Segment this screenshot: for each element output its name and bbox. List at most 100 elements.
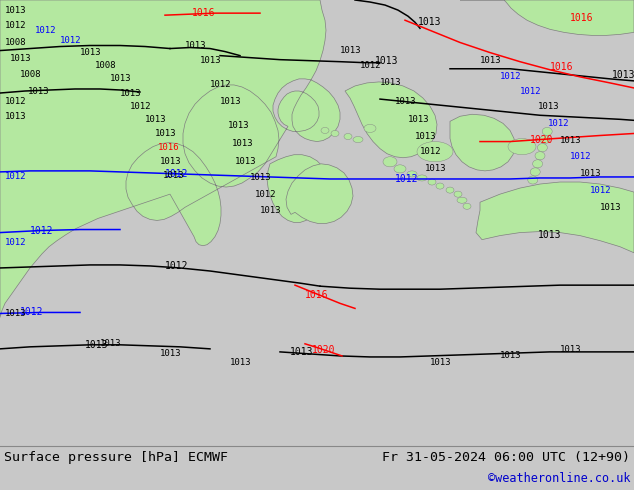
Text: 1013: 1013 (220, 97, 242, 106)
Text: 1013: 1013 (160, 349, 181, 358)
Text: 1013: 1013 (80, 48, 101, 57)
Text: 1013: 1013 (185, 41, 207, 50)
Ellipse shape (540, 136, 550, 144)
Ellipse shape (321, 127, 329, 133)
Text: 1016: 1016 (305, 290, 328, 300)
Text: 1013: 1013 (408, 115, 429, 124)
Ellipse shape (394, 165, 406, 173)
Polygon shape (267, 155, 329, 222)
Ellipse shape (353, 137, 363, 143)
Ellipse shape (364, 124, 376, 132)
Text: 1012: 1012 (395, 174, 418, 184)
Text: 1013: 1013 (418, 17, 441, 27)
Text: 1013: 1013 (538, 230, 562, 240)
Text: 1013: 1013 (375, 56, 399, 66)
Text: 1016: 1016 (570, 13, 593, 23)
Text: 1013: 1013 (480, 56, 501, 65)
Text: 1020: 1020 (312, 345, 335, 355)
Text: 1013: 1013 (5, 309, 27, 318)
Text: 1013: 1013 (500, 351, 522, 361)
Text: 1012: 1012 (5, 172, 27, 181)
Text: 1012: 1012 (210, 80, 231, 90)
Text: 1012: 1012 (500, 73, 522, 81)
Ellipse shape (407, 171, 417, 177)
Text: 1013: 1013 (155, 129, 176, 138)
Text: 1012: 1012 (20, 307, 44, 318)
Text: Surface pressure [hPa] ECMWF: Surface pressure [hPa] ECMWF (4, 451, 228, 465)
Text: 1013: 1013 (290, 347, 313, 357)
Text: 1013: 1013 (163, 172, 184, 180)
Text: 1012: 1012 (255, 190, 276, 198)
Ellipse shape (542, 127, 552, 136)
Ellipse shape (533, 160, 543, 168)
Polygon shape (460, 0, 634, 35)
Text: 1013: 1013 (110, 74, 131, 83)
Text: 1016: 1016 (550, 62, 574, 72)
Text: 1013: 1013 (560, 136, 581, 145)
Text: 1013: 1013 (10, 54, 32, 63)
Text: 1013: 1013 (232, 139, 254, 148)
Text: 1012: 1012 (5, 21, 27, 30)
Text: 1013: 1013 (120, 89, 141, 98)
Ellipse shape (535, 152, 545, 160)
Text: 1012: 1012 (165, 169, 188, 179)
Text: 1013: 1013 (415, 132, 436, 141)
Ellipse shape (436, 183, 444, 189)
Text: 1013: 1013 (538, 101, 559, 111)
Text: 1013: 1013 (425, 164, 446, 173)
Polygon shape (450, 114, 515, 171)
Text: 1013: 1013 (380, 78, 401, 87)
Text: 1012: 1012 (570, 152, 592, 161)
Text: 1013: 1013 (5, 112, 27, 121)
Text: 1016: 1016 (192, 8, 216, 18)
Text: 1013: 1013 (600, 203, 621, 212)
Text: 1012: 1012 (5, 97, 27, 106)
Ellipse shape (428, 179, 436, 185)
Ellipse shape (446, 187, 454, 193)
Text: 1012: 1012 (60, 36, 82, 45)
Text: 1012: 1012 (548, 119, 569, 128)
Text: Fr 31-05-2024 06:00 UTC (12+90): Fr 31-05-2024 06:00 UTC (12+90) (382, 451, 630, 465)
Polygon shape (286, 164, 353, 223)
Text: 1012: 1012 (520, 87, 541, 96)
Text: 1013: 1013 (230, 358, 252, 367)
Ellipse shape (463, 203, 471, 209)
Text: 1012: 1012 (420, 147, 441, 156)
Text: 1008: 1008 (20, 71, 41, 79)
Ellipse shape (527, 176, 538, 184)
Text: 1013: 1013 (228, 121, 250, 130)
Text: 1012: 1012 (590, 186, 612, 195)
Text: 1012: 1012 (360, 61, 382, 70)
Text: 1013: 1013 (85, 340, 108, 350)
Ellipse shape (508, 139, 536, 155)
Text: 1013: 1013 (395, 97, 417, 106)
Text: 1012: 1012 (165, 261, 188, 271)
Ellipse shape (383, 157, 397, 167)
Text: 1013: 1013 (560, 345, 581, 354)
Ellipse shape (454, 191, 462, 197)
Ellipse shape (457, 197, 467, 203)
Text: 1013: 1013 (580, 170, 602, 178)
Ellipse shape (417, 142, 453, 162)
Text: 1013: 1013 (100, 339, 122, 348)
Text: 1012: 1012 (30, 225, 53, 236)
Text: 1012: 1012 (130, 101, 152, 111)
Polygon shape (0, 0, 340, 318)
Text: 1013: 1013 (340, 46, 361, 55)
Text: 1013: 1013 (250, 173, 271, 182)
Text: 1013: 1013 (260, 206, 281, 215)
Text: 1008: 1008 (5, 38, 27, 47)
Text: 1008: 1008 (95, 61, 117, 70)
Text: 1013: 1013 (430, 358, 451, 367)
Ellipse shape (538, 144, 547, 152)
Text: 1013: 1013 (235, 157, 257, 166)
Text: 1012: 1012 (35, 26, 56, 35)
Text: 1012: 1012 (5, 238, 27, 247)
Text: ©weatheronline.co.uk: ©weatheronline.co.uk (488, 472, 630, 486)
Text: 1013: 1013 (200, 56, 221, 65)
Text: 1013: 1013 (28, 87, 49, 96)
Text: 1020: 1020 (530, 135, 553, 145)
Text: 1013: 1013 (5, 5, 27, 15)
Ellipse shape (331, 130, 339, 137)
Polygon shape (345, 82, 437, 158)
